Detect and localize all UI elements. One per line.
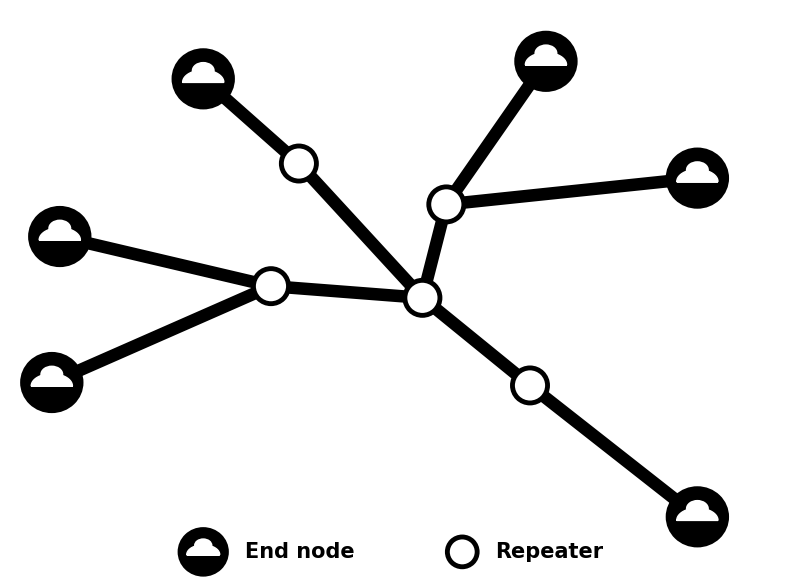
Ellipse shape <box>686 161 709 179</box>
Polygon shape <box>677 169 718 182</box>
Polygon shape <box>183 70 224 82</box>
Ellipse shape <box>41 366 63 383</box>
Ellipse shape <box>667 488 728 546</box>
Ellipse shape <box>516 32 576 91</box>
Ellipse shape <box>281 146 316 181</box>
Ellipse shape <box>686 500 709 517</box>
Ellipse shape <box>22 353 82 412</box>
Ellipse shape <box>535 44 557 62</box>
Ellipse shape <box>512 368 548 403</box>
Ellipse shape <box>194 538 213 552</box>
Ellipse shape <box>192 62 214 79</box>
Polygon shape <box>677 508 718 520</box>
Polygon shape <box>525 53 567 65</box>
Ellipse shape <box>429 187 464 222</box>
Ellipse shape <box>179 529 227 575</box>
Text: End node: End node <box>245 542 355 562</box>
Polygon shape <box>31 374 73 386</box>
Ellipse shape <box>667 149 728 207</box>
Polygon shape <box>186 545 220 555</box>
Ellipse shape <box>253 269 289 304</box>
Polygon shape <box>39 228 80 240</box>
Ellipse shape <box>447 537 477 566</box>
Ellipse shape <box>173 50 234 108</box>
Ellipse shape <box>405 280 440 315</box>
Text: Repeater: Repeater <box>495 542 603 562</box>
Ellipse shape <box>29 207 90 266</box>
Ellipse shape <box>49 220 71 237</box>
